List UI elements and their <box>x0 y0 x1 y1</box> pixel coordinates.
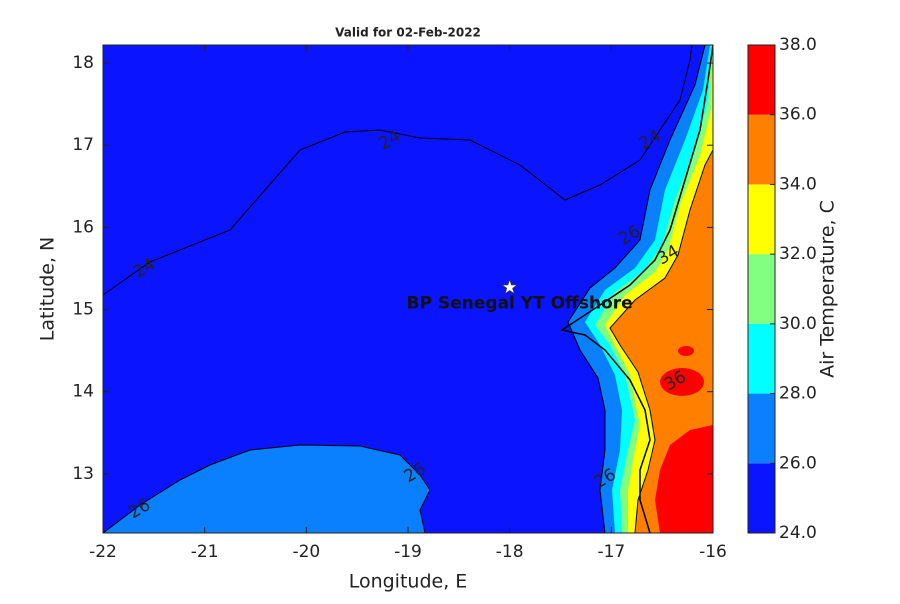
colorbar-tick-label: 38.0 <box>779 35 817 55</box>
colorbar-band <box>748 463 775 533</box>
contour-line <box>609 149 713 533</box>
colorbar-tick-label: 24.0 <box>779 523 817 543</box>
contour-line <box>567 45 706 533</box>
y-tick-label: 18 <box>72 53 94 73</box>
colorbar-tick-label: 28.0 <box>779 384 817 404</box>
colorbar-tick-label: 34.0 <box>779 174 817 194</box>
contour-band <box>655 425 713 533</box>
contour-band <box>678 346 694 356</box>
contour-band <box>660 368 704 396</box>
colorbar-band <box>748 184 775 255</box>
coastline <box>560 45 713 533</box>
x-tick-label: -17 <box>597 542 625 562</box>
x-tick-label: -20 <box>292 542 320 562</box>
colorbar-band <box>748 45 775 115</box>
site-marker <box>500 278 519 295</box>
colorbar-band <box>748 323 775 394</box>
y-tick-label: 15 <box>72 300 94 320</box>
colorbar-frame <box>747 44 776 534</box>
y-tick-label: 17 <box>72 135 94 155</box>
colorbar-tick-label: 30.0 <box>779 314 817 334</box>
colorbar-band <box>748 393 775 464</box>
contour-line <box>103 45 693 296</box>
chart-title: Valid for 02-Feb-2022 <box>335 26 481 40</box>
colorbar-label: Air Temperature, C <box>817 200 839 378</box>
colorbar-band <box>748 254 775 324</box>
x-tick-label: -16 <box>699 542 727 562</box>
x-axis-label: Longitude, E <box>349 571 468 593</box>
colorbar-band <box>748 114 775 185</box>
site-label: BP Senegal YT Offshore <box>407 293 633 313</box>
x-tick-label: -21 <box>191 542 219 562</box>
x-tick-label: -18 <box>496 542 524 562</box>
colorbar-tick-label: 26.0 <box>779 453 817 473</box>
y-tick-label: 14 <box>72 382 94 402</box>
y-tick-label: 16 <box>72 217 94 237</box>
x-tick-label: -19 <box>394 542 422 562</box>
colorbar-tick-label: 36.0 <box>779 105 817 125</box>
x-tick-label: -22 <box>89 542 117 562</box>
contour-band <box>103 445 430 533</box>
y-tick-label: 13 <box>72 464 94 484</box>
y-axis-label: Latitude, N <box>37 237 59 342</box>
contour-line <box>103 444 431 533</box>
colorbar-tick-label: 32.0 <box>779 244 817 264</box>
